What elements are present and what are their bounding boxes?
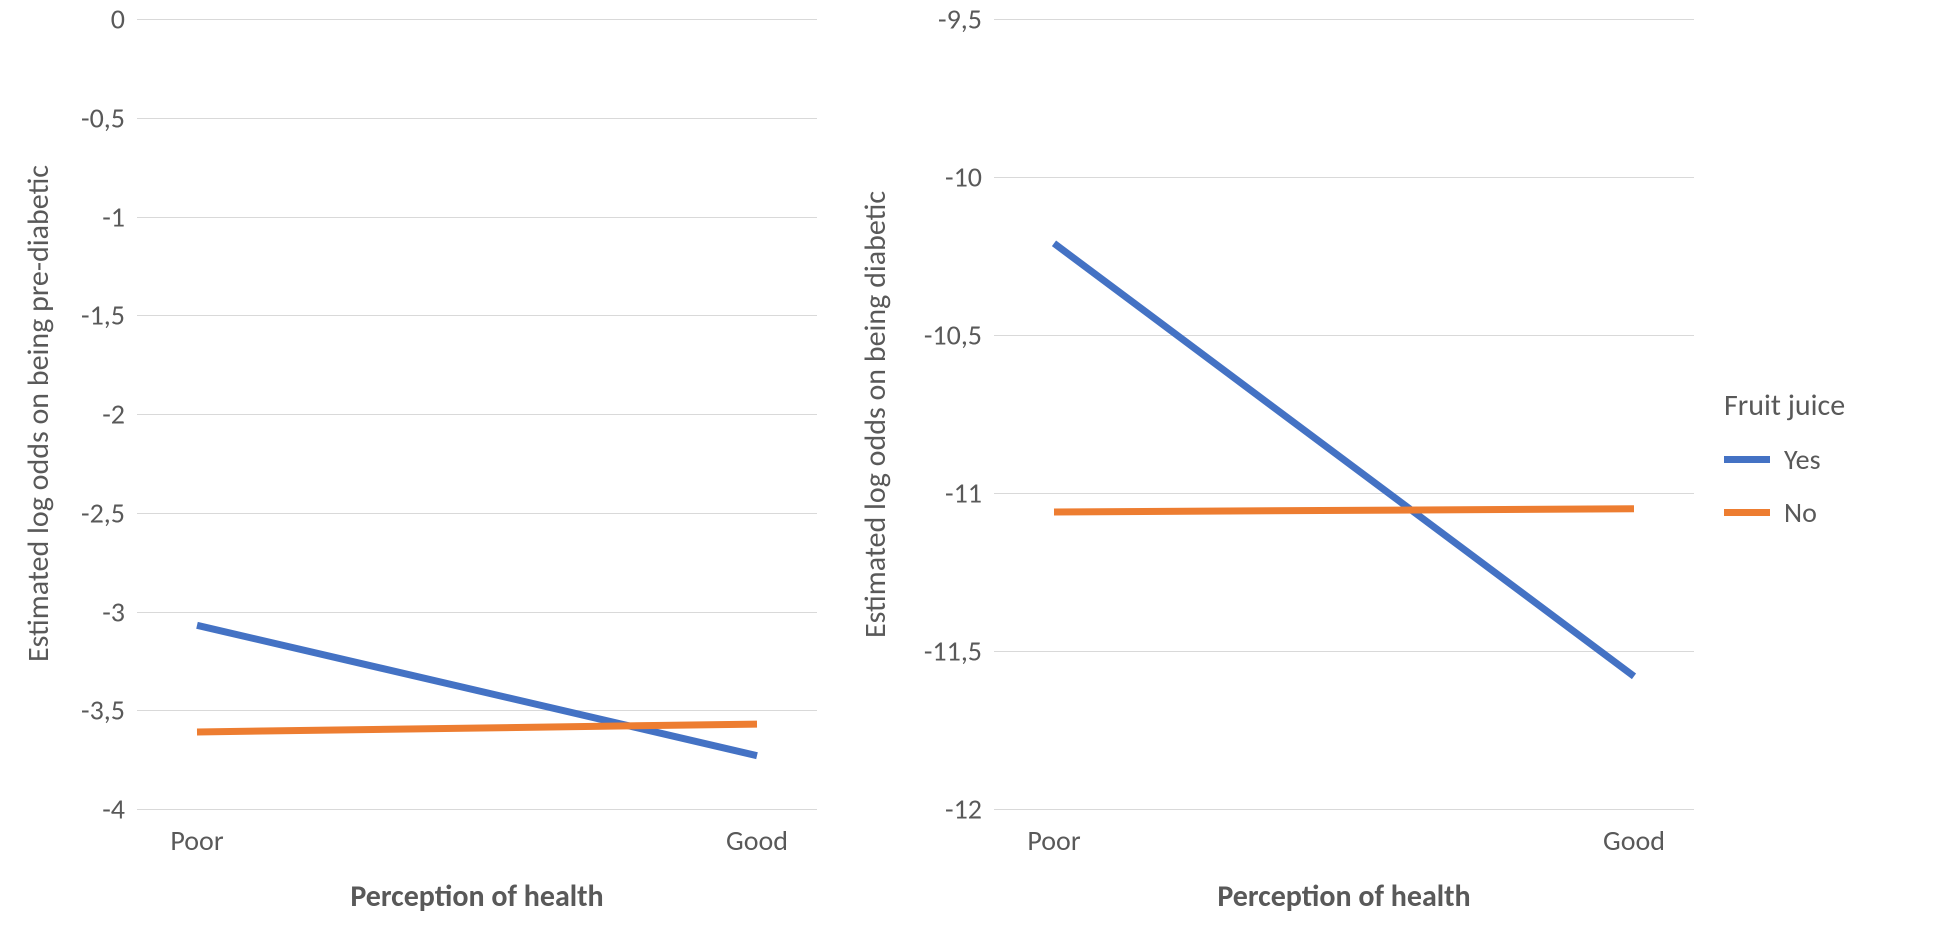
legend-title: Fruit juice bbox=[1724, 387, 1845, 424]
y-tick-label: -11,5 bbox=[924, 634, 994, 669]
right-plot-wrap: -9,5-10-10,5-11-11,5-12 Poor Good Percept… bbox=[994, 19, 1694, 915]
left-x-axis-title: Perception of health bbox=[137, 878, 817, 915]
legend-label: No bbox=[1784, 495, 1817, 530]
right-plot-area: -9,5-10-10,5-11-11,5-12 bbox=[994, 19, 1694, 809]
right-x-categories: Poor Good bbox=[994, 823, 1694, 858]
x-category-label: Good bbox=[1594, 823, 1674, 858]
y-tick-label: -2,5 bbox=[81, 495, 137, 530]
x-category-label: Good bbox=[717, 823, 797, 858]
y-tick-label: -1,5 bbox=[81, 298, 137, 333]
right-chart-row: Estimated log odds on being diabetic -9,… bbox=[857, 19, 1694, 915]
legend-swatch-icon bbox=[1724, 509, 1770, 516]
left-y-axis-title: Estimated log odds on being pre-diabetic bbox=[20, 19, 57, 809]
legend: Fruit juice Yes No bbox=[1724, 387, 1845, 548]
series-line-no bbox=[994, 19, 1694, 809]
x-category-label: Poor bbox=[157, 823, 237, 858]
y-tick-label: -3 bbox=[102, 594, 137, 629]
legend-label: Yes bbox=[1784, 442, 1821, 477]
y-tick-label: 0 bbox=[111, 2, 137, 37]
y-tick-label: -9,5 bbox=[938, 2, 994, 37]
y-tick-label: -1 bbox=[102, 199, 137, 234]
right-y-axis-title: Estimated log odds on being diabetic bbox=[857, 19, 894, 809]
left-chart-panel: Estimated log odds on being pre-diabetic… bbox=[20, 19, 817, 915]
y-tick-label: -11 bbox=[945, 476, 994, 511]
grid-line bbox=[994, 809, 1694, 810]
legend-item-no: No bbox=[1724, 495, 1845, 530]
right-x-axis-title: Perception of health bbox=[994, 878, 1694, 915]
right-y-tick-area bbox=[894, 19, 994, 809]
left-plot-area: 0-0,5-1-1,5-2-2,5-3-3,5-4 bbox=[137, 19, 817, 809]
left-plot-wrap: 0-0,5-1-1,5-2-2,5-3-3,5-4 Poor Good Perce… bbox=[137, 19, 817, 915]
y-tick-label: -2 bbox=[102, 397, 137, 432]
y-tick-label: -10 bbox=[945, 160, 994, 195]
y-tick-label: -10,5 bbox=[924, 318, 994, 353]
y-tick-label: -12 bbox=[945, 792, 994, 827]
legend-swatch-icon bbox=[1724, 456, 1770, 463]
x-category-label: Poor bbox=[1014, 823, 1094, 858]
charts-container: Estimated log odds on being pre-diabetic… bbox=[0, 0, 1960, 934]
y-tick-label: -4 bbox=[102, 792, 137, 827]
y-tick-label: -3,5 bbox=[81, 693, 137, 728]
left-chart-row: Estimated log odds on being pre-diabetic… bbox=[20, 19, 817, 915]
left-x-categories: Poor Good bbox=[137, 823, 817, 858]
grid-line bbox=[137, 809, 817, 810]
series-line-no bbox=[137, 19, 817, 809]
legend-item-yes: Yes bbox=[1724, 442, 1845, 477]
y-tick-label: -0,5 bbox=[81, 100, 137, 135]
right-chart-panel: Estimated log odds on being diabetic -9,… bbox=[857, 19, 1694, 915]
